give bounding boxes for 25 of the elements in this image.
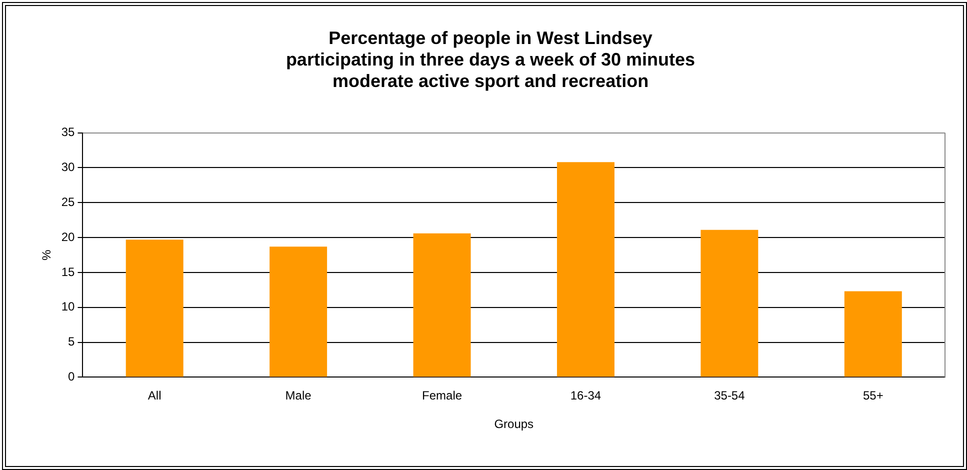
text: moderate active sport and recreation [332, 70, 649, 91]
x-tick-label: 35-54 [714, 388, 746, 403]
x-tick-label: All [148, 388, 162, 403]
y-tick-label: 0 [68, 370, 76, 384]
y-tick-label: 20 [61, 230, 76, 244]
y-tick-label: 10 [61, 300, 76, 314]
bar [556, 162, 614, 377]
y-tick-label: 5 [68, 334, 76, 349]
bar [126, 240, 184, 377]
y-tick-label: 25 [61, 194, 76, 209]
text: Percentage of people in West Lindsey [328, 28, 652, 48]
y-axis-title: % [40, 249, 54, 260]
bar [413, 233, 471, 377]
bar [270, 246, 328, 377]
x-tick-label: 55+ [862, 388, 884, 403]
y-tick-label: 35 [61, 125, 76, 140]
bar [844, 291, 902, 377]
x-axis-title: Groups [494, 417, 534, 432]
y-tick-label: 15 [61, 264, 76, 279]
y-tick-label: 30 [61, 160, 76, 174]
x-tick-label: Female [422, 388, 462, 403]
bar [700, 230, 758, 377]
text: participating in three days a week of 30 minutes [286, 49, 696, 70]
x-tick-label: 16-34 [570, 388, 602, 403]
x-tick-label: Male [285, 388, 312, 403]
